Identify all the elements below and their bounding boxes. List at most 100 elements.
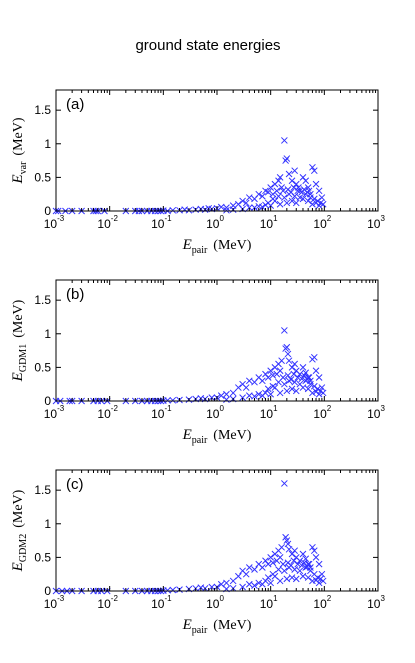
data-point bbox=[284, 350, 292, 358]
data-point bbox=[267, 579, 275, 587]
data-point bbox=[310, 167, 318, 175]
panel-label: (c) bbox=[66, 476, 84, 493]
y-tick-label: 1 bbox=[44, 327, 51, 341]
data-point bbox=[281, 480, 288, 487]
y-tick-label: 0 bbox=[44, 204, 51, 218]
data-point bbox=[235, 384, 242, 391]
x-tick-label: 10-2 bbox=[97, 594, 118, 611]
x-tick-base: 10 bbox=[260, 597, 274, 611]
data-point bbox=[296, 370, 304, 378]
data-point bbox=[267, 390, 275, 398]
x-tick-exponent: -1 bbox=[164, 214, 172, 223]
data-point bbox=[281, 194, 288, 201]
x-tick-base: 10 bbox=[97, 217, 111, 231]
y-axis-subscript: GDM2 bbox=[18, 534, 29, 562]
data-point bbox=[255, 390, 263, 398]
data-point bbox=[275, 192, 282, 200]
y-axis-subscript: var bbox=[18, 161, 29, 174]
x-tick-base: 10 bbox=[367, 597, 381, 611]
y-tick-label: 1 bbox=[44, 137, 51, 151]
y-axis-subscript: GDM1 bbox=[18, 344, 29, 372]
x-tick-exponent: -2 bbox=[111, 214, 119, 223]
data-point bbox=[292, 387, 300, 395]
data-point bbox=[278, 184, 285, 191]
data-point bbox=[239, 197, 246, 205]
data-point bbox=[318, 194, 326, 201]
data-point bbox=[296, 557, 304, 565]
data-point bbox=[283, 343, 291, 351]
data-point bbox=[292, 199, 300, 207]
x-tick-exponent: -2 bbox=[111, 594, 119, 603]
x-tick-exponent: -3 bbox=[57, 404, 65, 413]
data-point bbox=[223, 206, 230, 214]
data-point bbox=[259, 377, 266, 385]
x-tick-base: 10 bbox=[313, 217, 327, 231]
data-point bbox=[275, 566, 282, 573]
data-point bbox=[276, 200, 284, 208]
data-point bbox=[294, 374, 302, 381]
data-point bbox=[217, 392, 225, 399]
data-point bbox=[267, 554, 275, 561]
x-tick-base: 10 bbox=[151, 597, 165, 611]
data-point bbox=[309, 389, 316, 397]
data-point bbox=[235, 572, 242, 580]
x-tick-label: 10-1 bbox=[151, 214, 172, 231]
y-axis-label: EGDM2 (MeV) bbox=[10, 489, 29, 572]
data-point bbox=[223, 204, 230, 211]
data-point bbox=[310, 195, 318, 203]
x-tick-exponent: 1 bbox=[273, 214, 278, 223]
data-point bbox=[299, 572, 307, 580]
data-point bbox=[310, 353, 318, 361]
data-point bbox=[305, 374, 313, 381]
x-tick-base: 10 bbox=[44, 597, 58, 611]
data-point bbox=[287, 562, 295, 569]
data-point bbox=[314, 385, 321, 393]
y-axis-symbol: E bbox=[10, 372, 26, 382]
x-tick-exponent: -3 bbox=[57, 214, 65, 223]
data-point bbox=[264, 374, 272, 381]
x-tick-label: 10-1 bbox=[151, 594, 172, 611]
data-point bbox=[264, 560, 272, 568]
data-point bbox=[245, 204, 253, 211]
x-tick-exponent: 2 bbox=[327, 214, 332, 223]
x-axis-label: Epair (MeV) bbox=[182, 617, 252, 636]
data-point bbox=[164, 586, 171, 594]
x-tick-label: 100 bbox=[206, 214, 224, 231]
data-point bbox=[281, 567, 288, 575]
data-point bbox=[279, 187, 287, 195]
scatter-points bbox=[52, 327, 327, 405]
data-point bbox=[307, 194, 314, 201]
x-tick-base: 10 bbox=[44, 407, 58, 421]
data-point bbox=[315, 374, 323, 381]
x-tick-label: 103 bbox=[367, 214, 385, 231]
x-axis-unit: (MeV) bbox=[213, 618, 251, 633]
x-tick-exponent: 3 bbox=[380, 214, 385, 223]
data-point bbox=[269, 372, 277, 379]
data-point bbox=[251, 582, 258, 589]
x-tick-label: 101 bbox=[260, 404, 278, 421]
data-point bbox=[291, 360, 299, 368]
x-tick-label: 10-2 bbox=[97, 214, 118, 231]
data-point bbox=[319, 389, 327, 397]
data-point bbox=[283, 387, 291, 395]
data-point bbox=[315, 560, 323, 568]
data-point bbox=[305, 560, 313, 568]
x-tick-label: 100 bbox=[206, 594, 224, 611]
data-point bbox=[245, 564, 253, 571]
data-point bbox=[312, 180, 320, 188]
data-point bbox=[269, 195, 277, 203]
x-tick-exponent: 0 bbox=[219, 214, 224, 223]
data-point bbox=[304, 574, 312, 581]
y-tick-label: 0 bbox=[44, 394, 51, 408]
data-point bbox=[242, 384, 250, 391]
data-point bbox=[302, 177, 310, 185]
x-tick-label: 102 bbox=[313, 214, 331, 231]
data-point bbox=[262, 201, 269, 209]
data-point bbox=[283, 575, 291, 583]
y-tick-label: 1.5 bbox=[34, 103, 51, 117]
data-point bbox=[169, 396, 177, 404]
data-point bbox=[259, 192, 266, 200]
